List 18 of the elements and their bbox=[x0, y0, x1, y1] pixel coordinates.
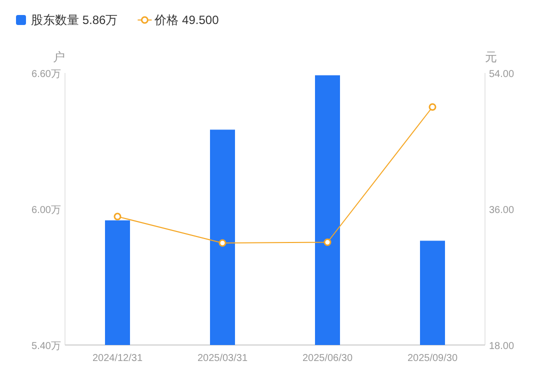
point bbox=[324, 238, 332, 246]
legend-label: 价格 49.500 bbox=[154, 13, 220, 27]
x-tick-label: 2024/12/31 bbox=[92, 353, 143, 364]
x-tick-label: 2025/09/30 bbox=[407, 353, 458, 364]
y2-tick-label: 54.00 bbox=[489, 69, 514, 80]
y-tick-label: 6.60万 bbox=[32, 69, 61, 80]
legend-label: 股东数量 5.86万 bbox=[31, 13, 118, 27]
y-axis-title: 户 bbox=[53, 50, 65, 64]
x-tick-label: 2025/06/30 bbox=[302, 353, 353, 364]
y2-axis-title: 元 bbox=[485, 50, 497, 64]
y-tick-label: 5.40万 bbox=[32, 341, 61, 352]
y2-tick-label: 36.00 bbox=[489, 205, 514, 216]
point bbox=[428, 103, 436, 111]
y2-tick-label: 18.00 bbox=[489, 341, 514, 352]
y-tick-label: 6.00万 bbox=[32, 205, 61, 216]
x-tick-label: 2025/03/31 bbox=[197, 353, 248, 364]
point bbox=[218, 239, 226, 247]
point bbox=[114, 212, 122, 220]
